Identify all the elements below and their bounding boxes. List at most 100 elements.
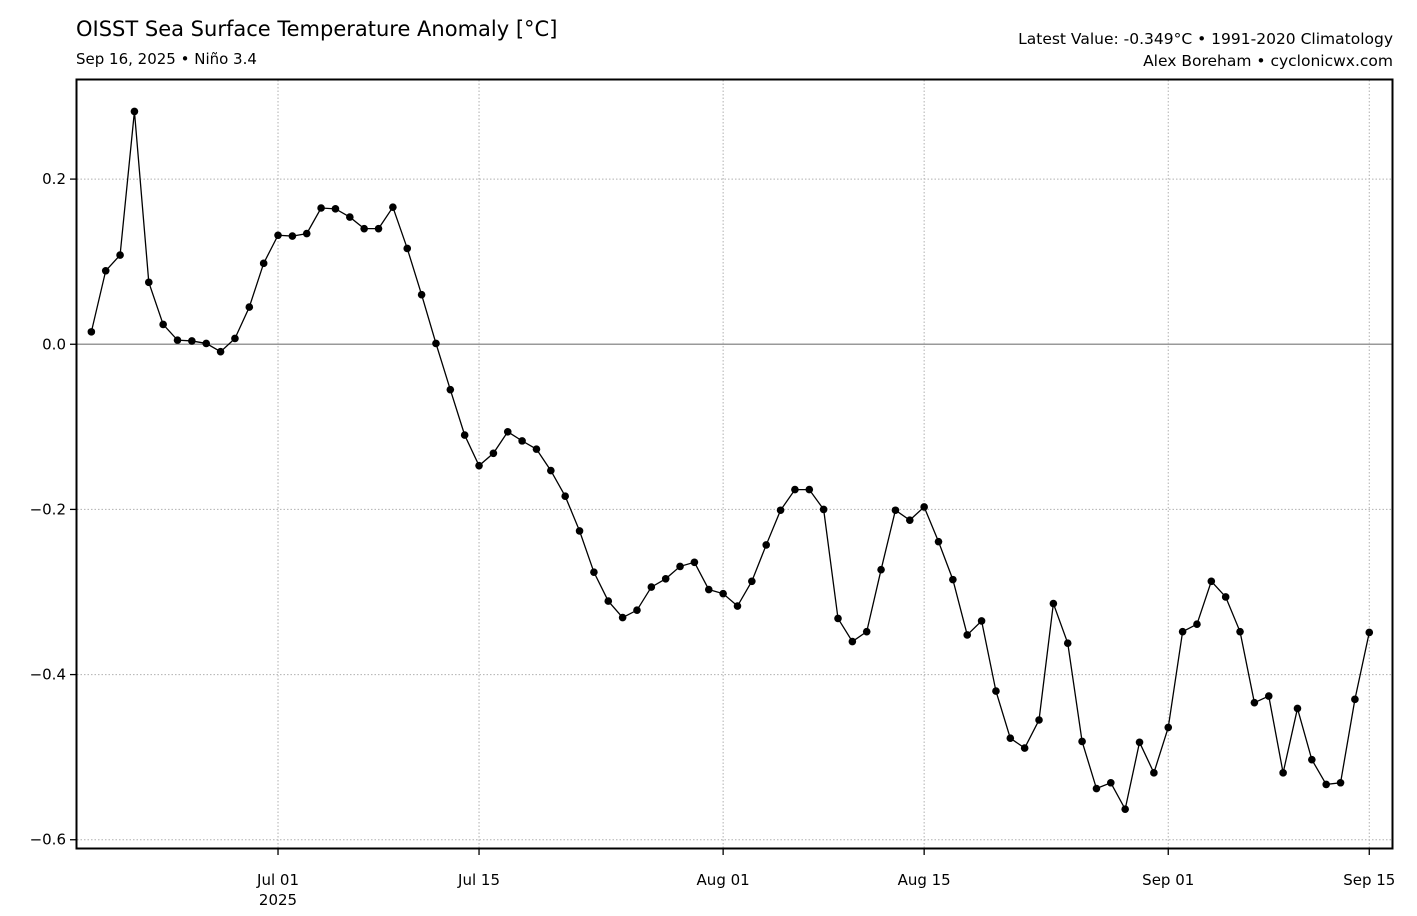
data-point [891, 506, 900, 515]
data-point [346, 213, 354, 221]
data-point [676, 562, 684, 571]
grid-lines [77, 80, 1392, 848]
y-tick-label: −0.4 [30, 666, 66, 684]
data-point [1121, 805, 1129, 813]
data-point [618, 613, 627, 622]
data-point [274, 231, 282, 240]
data-point [288, 232, 297, 240]
data-point [762, 541, 771, 549]
data-point [1006, 734, 1015, 742]
data-point [1020, 744, 1029, 752]
series-line [90, 111, 1370, 812]
data-point [819, 505, 828, 514]
data-point [1221, 593, 1230, 601]
data-point [719, 589, 727, 598]
plot-frame [75, 78, 1394, 850]
data-point [216, 347, 225, 356]
data-point [1035, 716, 1043, 724]
data-point [116, 251, 124, 259]
data-point [604, 597, 613, 605]
data-point [130, 107, 139, 116]
data-point [949, 575, 957, 584]
data-point [1279, 769, 1287, 777]
y-tick-label: −0.6 [30, 831, 66, 849]
data-point [460, 431, 469, 439]
data-point [202, 339, 211, 348]
data-point [1207, 577, 1216, 586]
chart-title: OISST Sea Surface Temperature Anomaly [°… [76, 17, 558, 41]
data-point [992, 687, 1000, 695]
data-point [733, 602, 742, 610]
data-point [1351, 695, 1359, 704]
data-point [776, 506, 785, 515]
data-point [302, 229, 311, 238]
data-point [633, 606, 641, 614]
data-point [1308, 755, 1316, 764]
axis-ticks: 0.2 0.0 −0.2 −0.4 −0.6 Jul 01 2025 Jul 15 Aug 01… [30, 170, 1396, 909]
data-point [389, 203, 397, 211]
data-point [173, 336, 182, 344]
latest-value-text: Latest Value: -0.349°C • 1991-2020 Clima… [1018, 30, 1393, 48]
data-point [446, 385, 455, 394]
data-point [791, 485, 799, 494]
data-point [1336, 778, 1345, 787]
data-point [1264, 692, 1273, 700]
data-point [259, 259, 268, 268]
data-point [1178, 627, 1187, 636]
x-tick-label: Aug 01 [697, 871, 750, 889]
data-point [374, 224, 383, 233]
x-tick-label: Sep 15 [1343, 871, 1395, 889]
data-point [144, 278, 153, 287]
y-tick-label: 0.0 [42, 335, 66, 353]
data-point [862, 627, 871, 636]
data-point [532, 445, 541, 453]
data-point [317, 204, 325, 212]
data-point [977, 617, 986, 625]
data-point [748, 577, 756, 586]
data-point [403, 244, 412, 253]
data-point [101, 266, 110, 275]
x-tick-label: Aug 15 [898, 871, 951, 889]
data-point [231, 334, 239, 343]
data-point [920, 503, 928, 511]
data-point [834, 614, 842, 623]
chart-info: Latest Value: -0.349°C • 1991-2020 Clima… [1018, 28, 1393, 72]
data-point [1164, 723, 1173, 732]
credit-text: Alex Boreham • cyclonicwx.com [1143, 52, 1393, 70]
data-point [1092, 784, 1101, 793]
data-point [1193, 620, 1201, 629]
data-point [360, 224, 368, 233]
data-point [1150, 769, 1158, 777]
data-point [704, 585, 713, 594]
data-point [963, 631, 972, 639]
data-point [905, 516, 914, 524]
data-point [1049, 599, 1058, 608]
data-point [1322, 780, 1330, 789]
x-tick-label: Jul 15 [457, 871, 500, 889]
data-point [1107, 778, 1115, 787]
x-tick-sublabel: 2025 [259, 891, 297, 909]
data-point [877, 565, 885, 574]
data-point [1365, 628, 1374, 637]
data-point [87, 328, 96, 336]
y-tick-label: −0.2 [30, 500, 66, 518]
data-point [1135, 738, 1144, 747]
data-point [1063, 639, 1072, 647]
data-point [1236, 627, 1244, 636]
data-point [159, 320, 167, 329]
chart-subtitle: Sep 16, 2025 • Niño 3.4 [76, 50, 257, 68]
data-point [1293, 704, 1302, 713]
data-point [188, 337, 196, 345]
data-point [1078, 737, 1086, 746]
data-point [805, 485, 814, 494]
y-tick-label: 0.2 [42, 170, 66, 188]
data-point [489, 449, 498, 458]
data-point [503, 427, 512, 436]
series-layer [87, 107, 1374, 813]
data-point [331, 205, 340, 213]
data-point [245, 303, 254, 311]
data-point [475, 461, 483, 470]
data-point [934, 537, 943, 546]
x-tick-label: Jul 01 [256, 871, 299, 889]
